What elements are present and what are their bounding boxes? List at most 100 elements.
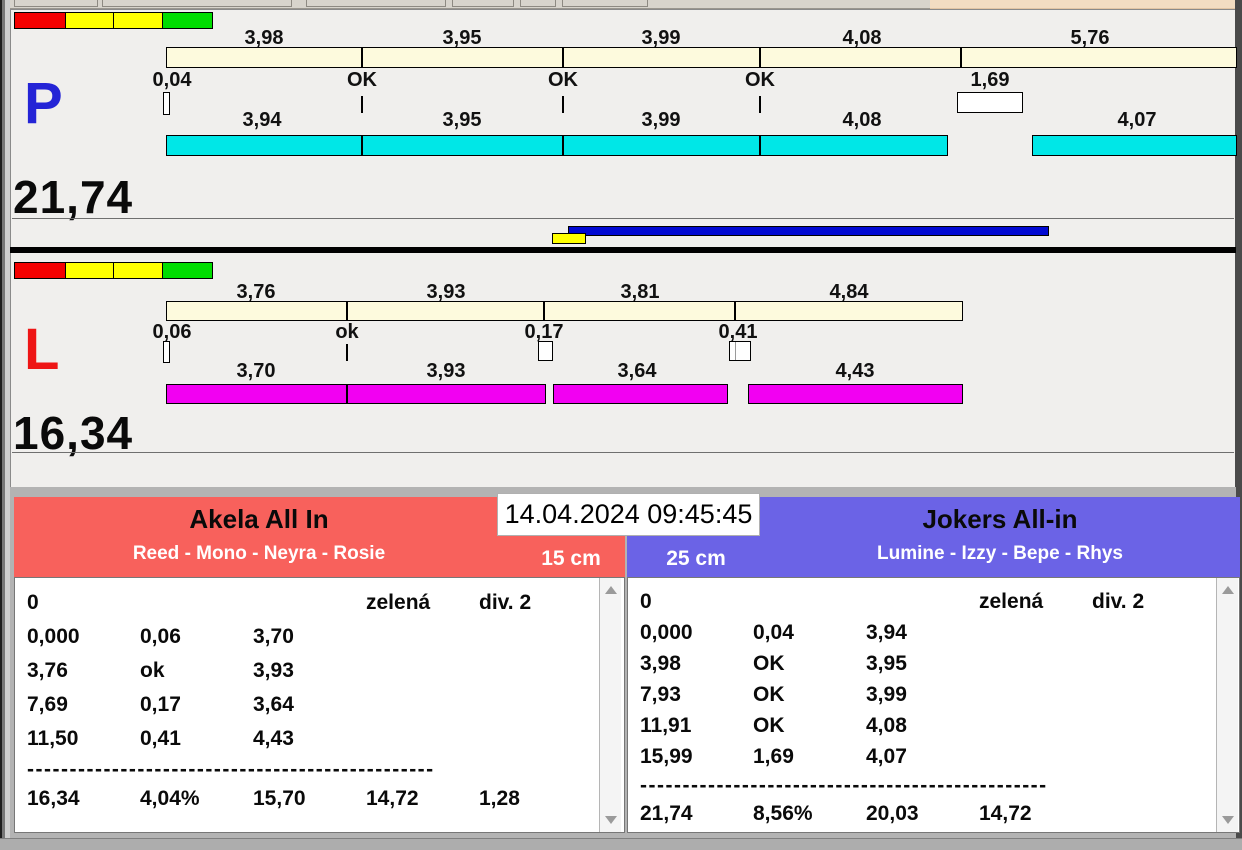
plan-split-label: 4,08 (842, 27, 882, 49)
run-split-label: 4,08 (842, 109, 882, 131)
segment-divider (562, 48, 564, 67)
lane-l-plan-bar (166, 301, 963, 321)
segment-divider (361, 48, 363, 67)
toolbar-button[interactable] (306, 0, 446, 7)
cell: 11,91 (640, 714, 692, 737)
yellow-light (113, 12, 163, 29)
plan-split-label: 3,81 (620, 281, 660, 303)
segment-divider (759, 136, 761, 155)
scroll-down-icon[interactable] (1222, 816, 1234, 824)
run-split-label: 4,07 (1117, 109, 1157, 131)
scroll-down-icon[interactable] (605, 816, 617, 824)
cell: 15,99 (640, 745, 693, 768)
team-right-distance: 25 cm (666, 547, 726, 570)
cell: 20,03 (866, 802, 919, 825)
team-left-name: Akela All In (189, 504, 329, 534)
cell: 3,64 (253, 693, 294, 716)
cell: div. 2 (1092, 590, 1145, 613)
segment-divider (543, 302, 545, 320)
segment-divider (960, 48, 962, 67)
cell: 14,72 (979, 802, 1032, 825)
cell: 0,04 (753, 621, 794, 644)
yellow-light (113, 262, 163, 279)
gate-ok-label: OK (745, 69, 775, 91)
scrollbar[interactable] (599, 578, 621, 832)
toolbar-button[interactable] (14, 0, 98, 7)
team-right-name: Jokers All-in (922, 504, 1078, 534)
team-left-members: Reed - Mono - Neyra - Rosie (132, 543, 386, 564)
segment-divider (361, 136, 363, 155)
segment-divider (346, 385, 348, 403)
gate-fault-box (538, 341, 553, 361)
red-light (14, 12, 66, 29)
bottom-status-bar (0, 838, 1242, 850)
run-split-label: 3,94 (242, 109, 282, 131)
toolbar-button[interactable] (452, 0, 514, 7)
run-split-label: 3,64 (617, 360, 657, 382)
cell (753, 588, 866, 619)
gate-fault-label: 0,41 (718, 321, 758, 343)
gate-fault-label: 0,04 (152, 69, 192, 91)
table-totals-row: 21,74 8,56% 20,03 14,72 (640, 800, 1239, 831)
cell: 21,74 (640, 802, 693, 825)
cell: zelená (979, 590, 1044, 613)
table-row: 0,000 0,04 3,94 (640, 619, 1239, 650)
cell: 3,99 (866, 683, 907, 706)
toolbar-button[interactable] (520, 0, 556, 7)
scrollbar[interactable] (1216, 578, 1238, 832)
cell: 3,98 (640, 652, 681, 675)
table-row: 7,69 0,17 3,64 (27, 690, 624, 724)
table-row: 15,99 1,69 4,07 (640, 743, 1239, 774)
divider-line (12, 218, 1234, 219)
gate-tick (346, 344, 348, 361)
gate-fault-label: 1,69 (970, 69, 1010, 91)
gate-ok-label: OK (548, 69, 578, 91)
cell: 11,50 (27, 727, 79, 750)
cell: 3,93 (253, 659, 294, 682)
cell: div. 2 (479, 591, 532, 614)
team-right-results: 0 zelená div. 2 0,000 0,04 3,94 3,98 OK … (627, 577, 1240, 833)
cell: 8,56% (753, 802, 813, 825)
lane-l-run-bar (748, 384, 963, 404)
lane-l-label: L (24, 317, 60, 382)
plan-split-label: 3,99 (641, 27, 681, 49)
cell: 1,28 (479, 787, 520, 810)
red-light (14, 262, 66, 279)
cell: OK (753, 714, 785, 737)
lane-p-label: P (24, 71, 63, 136)
cell: 4,07 (866, 745, 907, 768)
lane-p-run-bar-last (1032, 135, 1237, 156)
lane-p-traffic-lights (14, 12, 214, 31)
lane-separator (10, 247, 1236, 253)
gate-tick (562, 96, 564, 113)
cell: 3,76 (27, 659, 68, 682)
toolbar-button[interactable] (562, 0, 648, 7)
cell: 16,34 (27, 787, 80, 810)
gate-start-tick (163, 341, 170, 363)
background-toolbar-sliver (10, 0, 930, 9)
cell: 0,41 (140, 727, 181, 750)
cell: 0,06 (140, 625, 181, 648)
run-split-label: 3,70 (236, 360, 276, 382)
segment-divider (734, 302, 736, 320)
cell: 0,000 (27, 625, 80, 648)
gate-start-tick (163, 92, 170, 115)
cell (253, 588, 366, 622)
gate-fault-box (957, 92, 1023, 113)
toolbar-button[interactable] (102, 0, 292, 7)
cell (140, 588, 253, 622)
table-row: 3,98 OK 3,95 (640, 650, 1239, 681)
lane-l-traffic-lights (14, 262, 214, 281)
scroll-up-icon[interactable] (1222, 586, 1234, 594)
cell: 3,70 (253, 625, 294, 648)
gate-fault-label: 0,06 (152, 321, 192, 343)
table-row: 0,000 0,06 3,70 (27, 622, 624, 656)
scroll-up-icon[interactable] (605, 586, 617, 594)
cell: 0,17 (140, 693, 181, 716)
run-split-label: 4,43 (835, 360, 875, 382)
cell: 0,000 (640, 621, 693, 644)
plan-split-label: 5,76 (1070, 27, 1110, 49)
datetime-display: 14.04.2024 09:45:45 (497, 493, 760, 536)
green-light (162, 262, 213, 279)
